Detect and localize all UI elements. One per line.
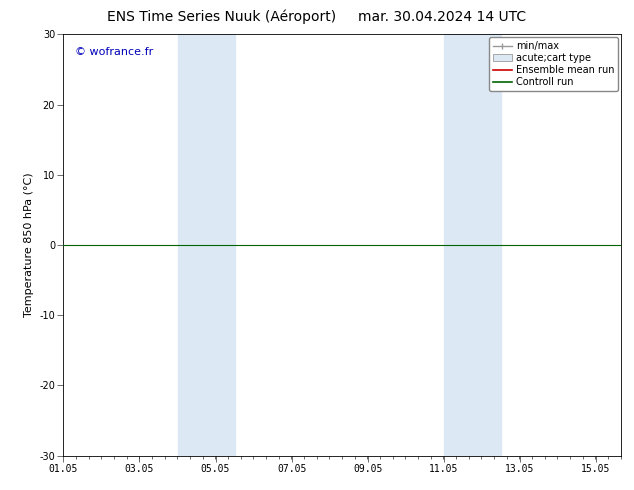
Text: © wofrance.fr: © wofrance.fr xyxy=(75,47,153,57)
Legend: min/max, acute;cart type, Ensemble mean run, Controll run: min/max, acute;cart type, Ensemble mean … xyxy=(489,37,618,91)
Bar xyxy=(472,34,501,456)
Y-axis label: Temperature 850 hPa (°C): Temperature 850 hPa (°C) xyxy=(23,172,34,318)
Bar xyxy=(206,34,235,456)
Bar xyxy=(444,34,472,456)
Bar xyxy=(178,34,206,456)
Text: ENS Time Series Nuuk (Aéroport)     mar. 30.04.2024 14 UTC: ENS Time Series Nuuk (Aéroport) mar. 30.… xyxy=(107,10,527,24)
